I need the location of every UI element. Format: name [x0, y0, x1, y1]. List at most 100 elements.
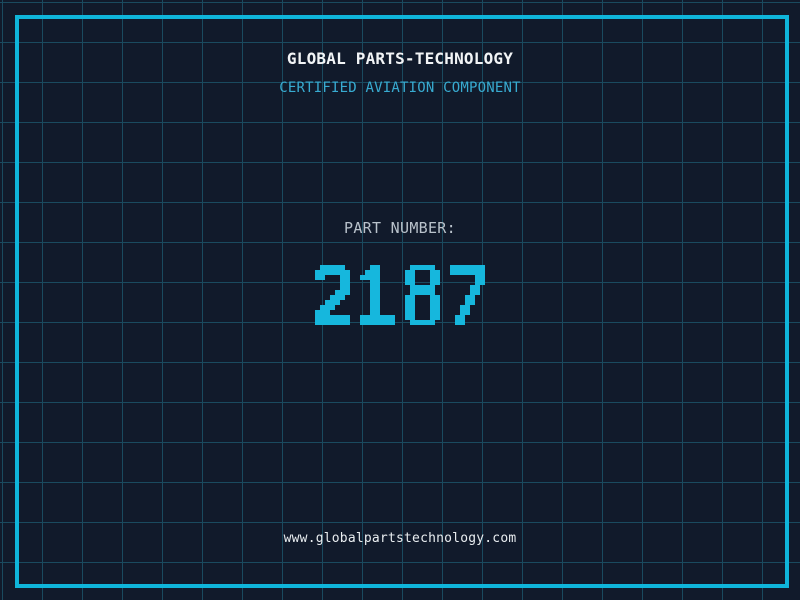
digit-pixel: [475, 285, 480, 290]
digit-pixel: [370, 315, 375, 320]
digit-pixel: [340, 265, 345, 270]
digit-pixel: [330, 305, 335, 310]
digit-pixel: [430, 290, 435, 295]
digit-pixel: [370, 290, 375, 295]
digit-pixel: [360, 315, 365, 320]
digit-pixel: [385, 320, 390, 325]
digit-pixel: [415, 290, 420, 295]
digit-pixel: [375, 310, 380, 315]
digit-pixel: [470, 295, 475, 300]
digit-pixel: [435, 310, 440, 315]
digit-pixel: [375, 270, 380, 275]
digit-pixel: [460, 320, 465, 325]
digit-pixel: [370, 275, 375, 280]
digit-pixel: [340, 290, 345, 295]
digit-pixel: [470, 270, 475, 275]
digit-pixel: [325, 265, 330, 270]
digit-pixel: [405, 305, 410, 310]
digit-pixel: [340, 320, 345, 325]
digit-pixel: [470, 285, 475, 290]
digit-pixel: [415, 265, 420, 270]
digit-pixel: [410, 275, 415, 280]
digit-pixel: [375, 300, 380, 305]
digit-pixel: [370, 310, 375, 315]
digit-pixel: [345, 275, 350, 280]
digit-pixel: [410, 280, 415, 285]
digit-pixel: [405, 310, 410, 315]
digit-pixel: [330, 300, 335, 305]
digit-pixel: [375, 315, 380, 320]
digit-pixel: [475, 270, 480, 275]
digit-pixel: [435, 295, 440, 300]
digit-pixel: [410, 285, 415, 290]
digit-pixel: [420, 265, 425, 270]
digit-pixel: [335, 295, 340, 300]
digit-pixel: [455, 320, 460, 325]
digit-pixel: [370, 305, 375, 310]
digit-pixel: [420, 290, 425, 295]
digit-pixel: [370, 320, 375, 325]
digit-pixel: [450, 270, 455, 275]
digit-pixel: [335, 290, 340, 295]
company-title: GLOBAL PARTS-TECHNOLOGY: [286, 49, 514, 68]
digit-pixel: [340, 270, 345, 275]
digit-pixel: [320, 310, 325, 315]
digit-pixel: [425, 290, 430, 295]
digit-pixel: [315, 275, 320, 280]
digit-pixel: [435, 315, 440, 320]
digit-pixel: [430, 305, 435, 310]
digit-pixel: [465, 305, 470, 310]
digit-pixel: [460, 265, 465, 270]
digit-pixel: [360, 320, 365, 325]
digit-pixel: [360, 275, 365, 280]
digit-pixel: [320, 265, 325, 270]
digit-pixel: [480, 320, 485, 325]
digit-pixel: [430, 265, 435, 270]
digit-pixel: [370, 265, 375, 270]
digit-pixel: [435, 320, 440, 325]
digit-pixel: [480, 280, 485, 285]
digit-pixel: [465, 310, 470, 315]
digit-pixel: [335, 265, 340, 270]
digit-pixel: [410, 265, 415, 270]
digit-pixel: [325, 300, 330, 305]
border-frame: [15, 15, 789, 588]
digit-pixel: [375, 305, 380, 310]
digit-pixel: [375, 280, 380, 285]
certification-subtitle: CERTIFIED AVIATION COMPONENT: [279, 80, 521, 96]
digit-pixel: [340, 275, 345, 280]
digit-pixel: [370, 280, 375, 285]
digit-pixel: [450, 265, 455, 270]
digit-pixel: [435, 270, 440, 275]
digit-pixel: [375, 295, 380, 300]
part-number-digit: [405, 265, 440, 325]
part-number-digit: [450, 265, 485, 325]
digit-pixel: [335, 315, 340, 320]
digit-pixel: [430, 285, 435, 290]
digit-pixel: [365, 320, 370, 325]
digit-pixel: [315, 320, 320, 325]
digit-pixel: [470, 265, 475, 270]
digit-pixel: [405, 315, 410, 320]
digit-pixel: [430, 315, 435, 320]
digit-pixel: [410, 290, 415, 295]
digit-pixel: [480, 275, 485, 280]
digit-pixel: [455, 265, 460, 270]
digit-pixel: [415, 285, 420, 290]
digit-pixel: [420, 320, 425, 325]
digit-pixel: [410, 320, 415, 325]
digit-pixel: [430, 295, 435, 300]
part-number-value: [0, 265, 800, 325]
digit-pixel: [340, 295, 345, 300]
digit-pixel: [345, 290, 350, 295]
digit-pixel: [325, 310, 330, 315]
digit-pixel: [345, 320, 350, 325]
digit-pixel: [325, 315, 330, 320]
digit-pixel: [330, 270, 335, 275]
digit-pixel: [455, 270, 460, 275]
digit-pixel: [315, 310, 320, 315]
digit-pixel: [320, 270, 325, 275]
digit-pixel: [460, 315, 465, 320]
digit-pixel: [325, 270, 330, 275]
